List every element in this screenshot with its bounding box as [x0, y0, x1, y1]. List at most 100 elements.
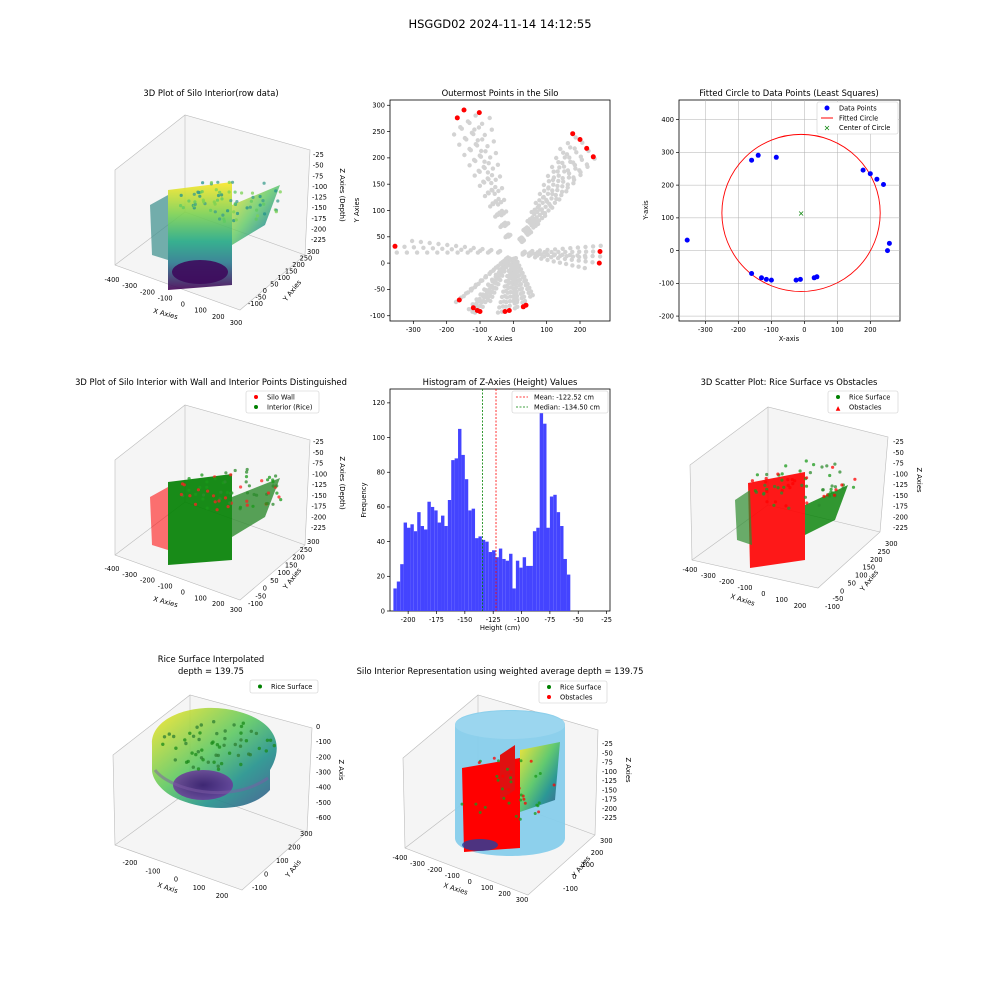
- y-tick-label: 40: [377, 538, 385, 546]
- gray-point: [535, 209, 540, 215]
- gray-point: [542, 213, 548, 218]
- z-tick-label: -50: [313, 162, 324, 170]
- point: [827, 492, 831, 496]
- point: [181, 206, 185, 210]
- gray-point: [555, 255, 561, 261]
- gray-point: [471, 157, 477, 163]
- histogram-bar: [447, 500, 452, 611]
- histogram-bar: [553, 494, 557, 611]
- point: [226, 505, 230, 509]
- point: [821, 488, 825, 492]
- x-tick-label: -75: [545, 616, 556, 624]
- data-points: [684, 152, 892, 283]
- gray-point: [493, 184, 498, 190]
- gray-point: [563, 261, 569, 267]
- data-point: [874, 176, 880, 182]
- fitted-circle: ×: [721, 133, 881, 292]
- histogram-bar: [522, 557, 527, 611]
- point: [238, 505, 243, 509]
- point: [239, 724, 244, 729]
- gray-point: [564, 152, 570, 157]
- y-tick-label: 400: [661, 116, 674, 124]
- gray-point: [519, 286, 525, 291]
- data-point: [886, 240, 892, 246]
- gray-point: [411, 245, 417, 250]
- point: [223, 496, 228, 500]
- histogram-bar: [441, 515, 445, 611]
- point: [236, 753, 241, 758]
- gray-point: [504, 265, 509, 270]
- point: [254, 731, 259, 736]
- point: [464, 774, 468, 778]
- point: [255, 208, 259, 212]
- y-tick-label: -50: [255, 294, 266, 302]
- point: [251, 195, 255, 199]
- point: [460, 802, 464, 806]
- gray-point: [494, 265, 500, 270]
- gray-point: [472, 127, 477, 132]
- gray-point: [560, 184, 565, 189]
- gray-point: [488, 290, 493, 295]
- y-tick-label: -100: [563, 885, 578, 893]
- panel-3d-wall-interior: 3D Plot of Silo Interior with Wall and I…: [75, 377, 347, 614]
- point: [198, 731, 202, 735]
- z-tick-label: -150: [893, 492, 908, 500]
- point: [840, 483, 844, 487]
- point: [209, 181, 214, 185]
- z-tick-label: -25: [893, 438, 904, 446]
- point: [206, 760, 210, 764]
- z-ticks: -25-50 -75-100-125-150 -175-200-225: [602, 740, 617, 822]
- outer-point: [461, 107, 467, 113]
- point: [218, 217, 222, 221]
- x-tick-label: 100: [775, 596, 788, 604]
- gray-point: [546, 186, 551, 191]
- gray-point: [495, 202, 501, 207]
- gray-point: [551, 182, 556, 187]
- gray-point: [483, 299, 488, 305]
- gray-point: [583, 259, 588, 264]
- point: [529, 759, 533, 763]
- panel-outermost: Outermost Points in the Silo -300 -200 -10…: [353, 88, 611, 343]
- gray-point: [583, 244, 588, 250]
- gray-point: [500, 273, 505, 278]
- point: [245, 499, 249, 503]
- gray-point: [497, 248, 503, 254]
- gray-point: [445, 242, 450, 248]
- histogram-bar: [519, 567, 523, 611]
- gray-point: [570, 263, 575, 268]
- point: [804, 459, 808, 463]
- histogram-bar: [434, 510, 438, 611]
- gray-point: [487, 115, 492, 121]
- legend-entry: Mean: -122.52 cm: [534, 394, 594, 402]
- gray-point: [489, 247, 494, 253]
- gray-point: [575, 253, 580, 258]
- gray-point: [488, 155, 493, 160]
- x-tick-label: 0: [181, 301, 185, 309]
- gray-point: [487, 271, 492, 277]
- panel-title: 3D Scatter Plot: Rice Surface vs Obstacl…: [701, 377, 878, 387]
- point: [216, 180, 220, 184]
- gray-point: [552, 252, 557, 257]
- point: [222, 219, 226, 223]
- z-tick-label: -225: [311, 524, 326, 532]
- gray-point: [451, 132, 457, 137]
- point: [509, 770, 513, 774]
- y-tick-label: 100: [372, 434, 385, 442]
- x-tick-label: -400: [393, 854, 408, 862]
- gray-point: [549, 164, 555, 170]
- gray-point: [560, 176, 565, 181]
- point: [832, 493, 837, 497]
- point: [245, 467, 249, 472]
- point: [232, 723, 236, 727]
- x-axis-label: X-axis: [779, 335, 800, 343]
- gray-point: [494, 286, 499, 291]
- y-ticks: -100 0 100 200 300: [563, 837, 613, 893]
- z-tick-label: -600: [316, 814, 331, 822]
- gray-point: [493, 150, 499, 156]
- gray-point: [502, 269, 507, 274]
- y-tick-label: 250: [372, 128, 385, 136]
- histogram-bar: [424, 529, 428, 611]
- point: [817, 503, 821, 507]
- outer-point: [590, 154, 596, 160]
